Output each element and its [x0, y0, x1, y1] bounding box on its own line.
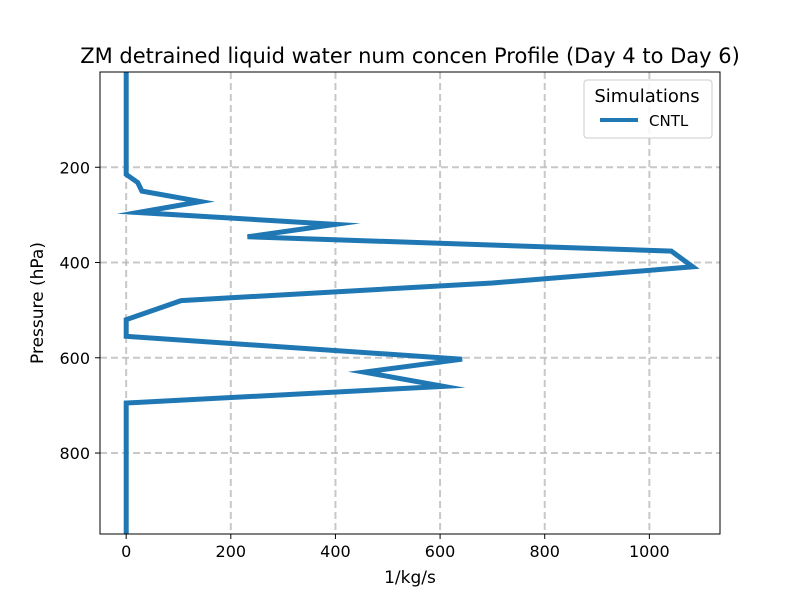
y-tick-label: 600: [59, 349, 90, 368]
y-tick-label: 200: [59, 158, 90, 177]
series-line-cntl: [116, 72, 700, 534]
x-tick-label: 600: [425, 542, 456, 561]
series-lines: [116, 72, 700, 534]
x-tick-label: 200: [216, 542, 247, 561]
x-tick-label: 1000: [629, 542, 670, 561]
x-tick-label: 800: [529, 542, 560, 561]
axis-ticks: 0 200 400 600 800 1000 200 400 600 800: [59, 158, 669, 561]
legend: Simulations CNTL: [583, 79, 713, 139]
y-tick-label: 800: [59, 444, 90, 463]
y-axis-label: Pressure (hPa): [28, 242, 48, 364]
legend-title: Simulations: [594, 86, 699, 107]
y-tick-label: 400: [59, 254, 90, 273]
plot-frame: [99, 71, 721, 535]
legend-label-cntl: CNTL: [649, 112, 689, 130]
x-tick-label: 400: [320, 542, 351, 561]
x-axis-label: 1/kg/s: [384, 568, 436, 588]
plot-area: [100, 72, 720, 534]
legend-box: [583, 79, 713, 139]
x-tick-label: 0: [121, 542, 131, 561]
chart-title: ZM detrained liquid water num concen Pro…: [80, 44, 740, 68]
